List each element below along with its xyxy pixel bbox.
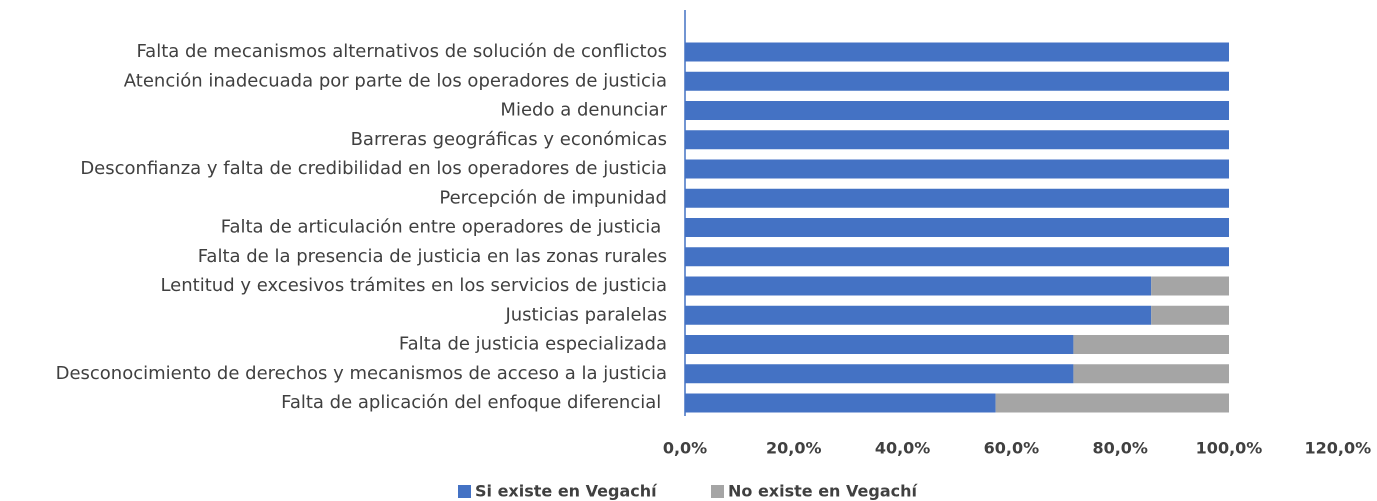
bar bbox=[685, 393, 996, 413]
y-tick-label: Falta de articulación entre operadores d… bbox=[221, 217, 667, 238]
y-tick-label: Falta de justicia especializada bbox=[399, 334, 667, 355]
legend-swatch bbox=[711, 485, 724, 498]
bar bbox=[685, 71, 1229, 91]
bar bbox=[685, 335, 1074, 354]
y-tick-label: Atención inadecuada por parte de los ope… bbox=[124, 70, 667, 91]
x-tick-label: 0,0% bbox=[663, 439, 707, 458]
x-tick-label: 80,0% bbox=[1092, 439, 1148, 458]
y-tick-label: Justicias paralelas bbox=[504, 304, 667, 325]
legend-label: No existe en Vegachí bbox=[728, 482, 919, 501]
bar bbox=[685, 305, 1152, 325]
y-tick-label: Desconfianza y falta de credibilidad en … bbox=[80, 158, 667, 179]
legend-label: Si existe en Vegachí bbox=[475, 482, 658, 501]
bar bbox=[1151, 305, 1229, 325]
y-tick-label: Falta de mecanismos alternativos de solu… bbox=[136, 41, 667, 62]
x-tick-label: 100,0% bbox=[1196, 439, 1263, 458]
bar bbox=[685, 42, 1229, 62]
y-tick-label: Falta de la presencia de justicia en las… bbox=[198, 246, 667, 267]
bar bbox=[685, 276, 1152, 296]
y-tick-label: Lentitud y excesivos trámites en los ser… bbox=[160, 275, 667, 296]
y-tick-label: Falta de aplicación del enfoque diferenc… bbox=[281, 392, 667, 413]
x-tick-label: 60,0% bbox=[984, 439, 1040, 458]
bar bbox=[685, 247, 1229, 267]
bar bbox=[685, 188, 1229, 208]
legend-swatch bbox=[458, 485, 471, 498]
y-tick-label: Desconocimiento de derechos y mecanismos… bbox=[56, 363, 667, 384]
bar bbox=[685, 364, 1074, 384]
y-tick-label: Miedo a denunciar bbox=[500, 100, 667, 121]
bar bbox=[995, 393, 1229, 413]
bar bbox=[685, 130, 1229, 150]
y-tick-label: Barreras geográficas y económicas bbox=[351, 129, 667, 150]
bar bbox=[685, 218, 1229, 237]
bar bbox=[685, 159, 1229, 179]
bar bbox=[1073, 364, 1229, 384]
bar bbox=[685, 101, 1229, 120]
x-tick-label: 120,0% bbox=[1304, 439, 1371, 458]
bar bbox=[1073, 335, 1229, 354]
x-tick-label: 20,0% bbox=[766, 439, 822, 458]
y-tick-label: Percepción de impunidad bbox=[439, 187, 667, 208]
x-tick-label: 40,0% bbox=[875, 439, 931, 458]
bar bbox=[1151, 276, 1229, 296]
